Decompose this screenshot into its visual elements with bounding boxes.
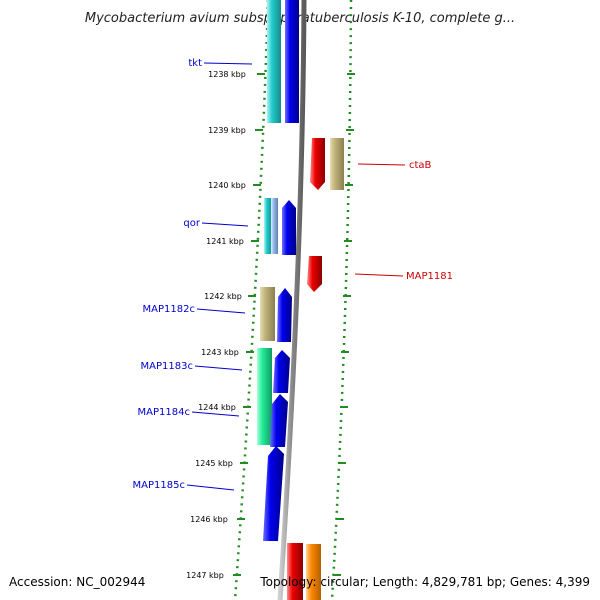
gene-MAP1183c-cds-b[interactable] bbox=[273, 350, 290, 393]
gene-next-cds-b[interactable] bbox=[306, 544, 321, 600]
tick-label: 1239 kbp bbox=[208, 126, 246, 135]
reverse-leader-lines bbox=[186, 62, 253, 491]
gene-label-ctaB[interactable]: ctaB bbox=[409, 160, 432, 171]
tick-label: 1238 kbp bbox=[208, 70, 246, 79]
tick-label: 1242 kbp bbox=[204, 292, 242, 301]
gene-label-MAP1185c[interactable]: MAP1185c bbox=[133, 480, 185, 491]
gene-tkt-cds-a[interactable] bbox=[267, 0, 281, 123]
tick-label: 1240 kbp bbox=[208, 181, 246, 190]
accession-text: Accession: NC_002944 bbox=[9, 575, 145, 589]
gene-label-MAP1183c[interactable]: MAP1183c bbox=[141, 361, 193, 372]
tick-label: 1241 kbp bbox=[206, 237, 244, 246]
gene-qor-cds-c[interactable] bbox=[282, 200, 296, 255]
tick-label: 1245 kbp bbox=[195, 459, 233, 468]
forward-gene-labels: ctaB MAP1181 bbox=[406, 160, 453, 282]
reverse-features bbox=[257, 0, 299, 541]
gene-next-cds-a[interactable] bbox=[287, 543, 303, 600]
topology-text: Topology: circular; Length: 4,829,781 bp… bbox=[259, 575, 590, 589]
gene-label-MAP1184c[interactable]: MAP1184c bbox=[138, 407, 190, 418]
tick-marks-right bbox=[333, 73, 355, 576]
gene-MAP1182c-cds-b[interactable] bbox=[277, 288, 292, 342]
gene-label-tkt[interactable]: tkt bbox=[188, 58, 202, 69]
gene-tkt-cds-b[interactable] bbox=[285, 0, 299, 123]
tick-label: 1243 kbp bbox=[201, 348, 239, 357]
forward-strand-guide bbox=[330, 0, 353, 600]
tick-label: 1247 kbp bbox=[186, 571, 224, 580]
gene-MAP1184c-cds[interactable] bbox=[270, 394, 288, 447]
gene-label-MAP1181[interactable]: MAP1181 bbox=[406, 271, 453, 282]
map-title: Mycobacterium avium subsp. paratuberculo… bbox=[85, 11, 515, 26]
genome-backbone bbox=[277, 0, 307, 600]
gene-ctaB-cds-b[interactable] bbox=[330, 138, 344, 190]
forward-features bbox=[287, 138, 344, 600]
reverse-gene-labels: tkt qor MAP1182c MAP1183c MAP1184c MAP11… bbox=[133, 58, 203, 491]
tick-label: 1246 kbp bbox=[190, 515, 228, 524]
tick-labels: 1238 kbp 1239 kbp 1240 kbp 1241 kbp 1242… bbox=[186, 70, 246, 580]
tick-label: 1244 kbp bbox=[198, 403, 236, 412]
gene-MAP1185c-cds[interactable] bbox=[263, 446, 284, 541]
gene-label-qor[interactable]: qor bbox=[183, 218, 200, 229]
forward-leader-lines bbox=[354, 163, 406, 277]
gene-MAP1181-cds[interactable] bbox=[307, 256, 322, 292]
reverse-strand-guide bbox=[233, 0, 270, 600]
gene-label-MAP1182c[interactable]: MAP1182c bbox=[143, 304, 195, 315]
gene-MAP1182c-cds-a[interactable] bbox=[260, 287, 275, 341]
gene-qor-cds-a[interactable] bbox=[264, 198, 272, 254]
gene-MAP1183c-cds-a[interactable] bbox=[257, 348, 272, 445]
gene-ctaB-cds-a[interactable] bbox=[310, 138, 325, 190]
gene-qor-cds-b[interactable] bbox=[271, 198, 278, 254]
tick-marks-left bbox=[233, 73, 265, 576]
